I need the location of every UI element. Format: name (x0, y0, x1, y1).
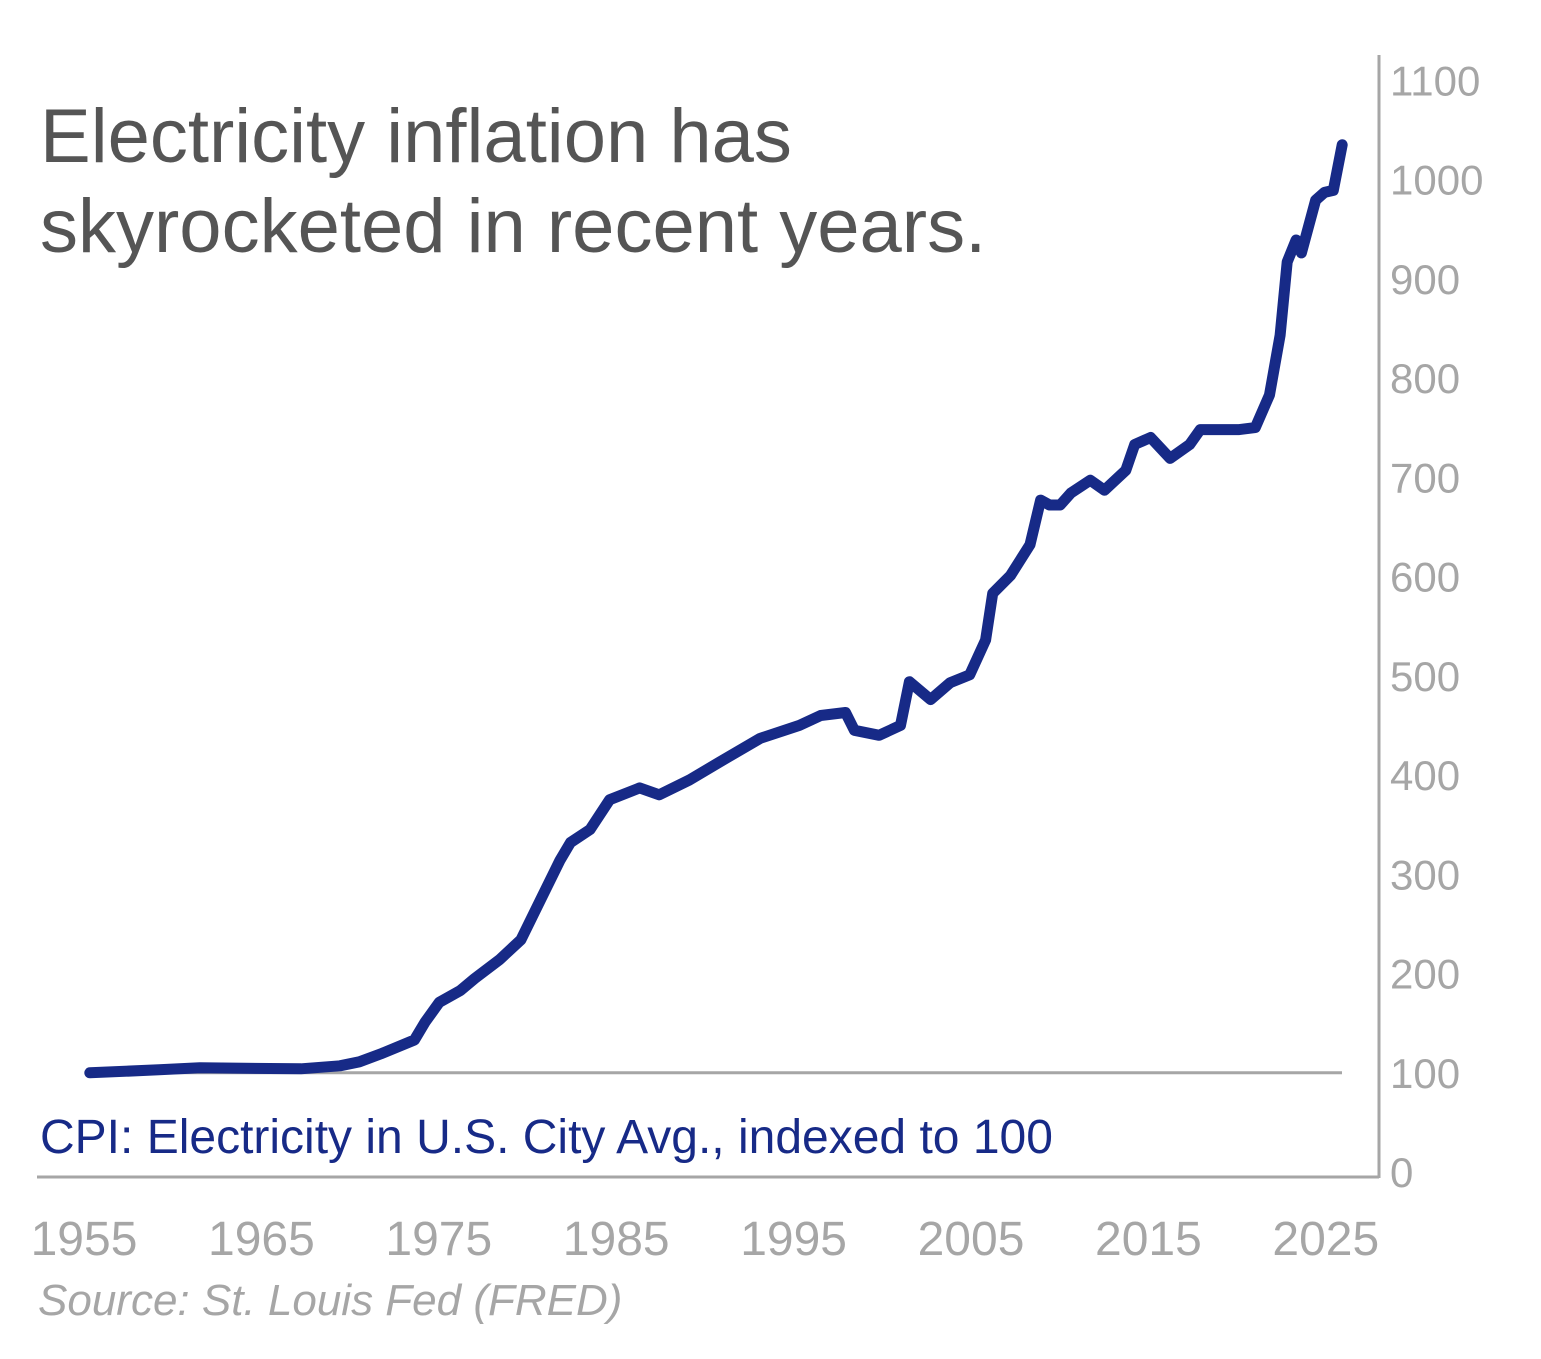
y-tick-label: 400 (1390, 752, 1460, 799)
y-tick-label: 700 (1390, 454, 1460, 501)
x-tick-label: 2015 (1095, 1213, 1202, 1266)
y-tick-label: 100 (1390, 1050, 1460, 1097)
y-tick-label: 1100 (1390, 57, 1480, 104)
x-tick-label: 1995 (740, 1213, 847, 1266)
y-tick-label: 900 (1390, 256, 1460, 303)
series-label: CPI: Electricity in U.S. City Avg., inde… (40, 1111, 1053, 1164)
y-tick-label: 500 (1390, 653, 1460, 700)
y-tick-label: 1000 (1390, 157, 1483, 204)
source-note: Source: St. Louis Fed (FRED) (38, 1276, 623, 1325)
chart-title: Electricity inflation has skyrocketed in… (40, 94, 987, 269)
x-tick-label: 1985 (563, 1213, 670, 1266)
x-tick-label: 1955 (31, 1213, 138, 1266)
series-line (84, 139, 1348, 1079)
y-tick-label: 200 (1390, 951, 1460, 998)
y-tick-label: 600 (1390, 554, 1460, 601)
x-tick-label: 1965 (208, 1213, 315, 1266)
y-tick-label: 300 (1390, 851, 1460, 898)
x-tick-label: 2025 (1272, 1213, 1379, 1266)
y-tick-label: 0 (1390, 1149, 1413, 1196)
x-tick-label: 1975 (385, 1213, 492, 1266)
y-tick-label: 800 (1390, 355, 1460, 402)
x-tick-label: 2005 (918, 1213, 1025, 1266)
